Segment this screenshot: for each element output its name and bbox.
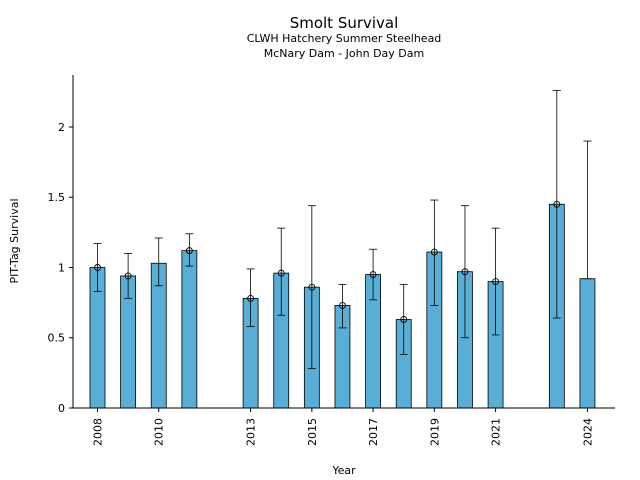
bar-group-2008 (89, 243, 106, 409)
x-tick-label: 2015 (306, 418, 319, 446)
chart-title: Smolt Survival (290, 14, 399, 32)
bar-group-2014 (273, 227, 290, 409)
error-bar (491, 227, 500, 336)
bar-group-2017 (365, 248, 381, 409)
bar-group-2019 (426, 199, 443, 409)
x-tick-label: 2021 (490, 418, 503, 446)
error-bar (185, 233, 194, 267)
point-marker (369, 271, 377, 278)
chart-subtitle-line-2: McNary Dam - John Day Dam (264, 47, 424, 60)
y-axis-label: PIT-Tag Survival (8, 198, 21, 283)
error-bar (430, 199, 439, 306)
x-tick-label: 2019 (428, 418, 441, 446)
point-marker (277, 269, 285, 277)
point-marker (430, 248, 438, 256)
error-bar (338, 283, 347, 329)
x-axis-label: Year (331, 464, 356, 477)
point-marker (124, 272, 132, 280)
x-tick-label: 2017 (367, 418, 380, 446)
y-tick-label: 1 (58, 261, 65, 274)
bar-group-2024 (579, 140, 596, 409)
bar-group-2016 (334, 283, 351, 409)
bar-group-2021 (487, 227, 504, 409)
bar-group-2018 (395, 283, 412, 409)
point-marker (400, 316, 408, 323)
plot-area (89, 90, 596, 409)
error-bar (154, 237, 163, 287)
y-tick-label: 1.5 (48, 191, 66, 204)
bar-group-2015 (303, 205, 320, 409)
error-bar (246, 268, 255, 327)
error-bar (93, 243, 102, 292)
y-axis-ticks: 0 0.5 1 1.5 2 (48, 121, 73, 415)
point-marker (492, 278, 500, 285)
error-bar (307, 205, 316, 370)
point-marker (461, 268, 469, 276)
error-bar (460, 205, 469, 339)
x-axis-ticks: 2008 2010 2013 2015 2017 2019 2021 2024 (91, 408, 594, 446)
error-bar (399, 283, 408, 356)
x-tick-label: 2013 (245, 418, 258, 446)
error-bar (369, 248, 378, 301)
x-tick-label: 2024 (581, 418, 594, 446)
x-tick-label: 2010 (153, 418, 166, 446)
chart-subtitle-line-1: CLWH Hatchery Summer Steelhead (247, 32, 442, 45)
bar-group-2023 (548, 90, 565, 409)
bar-group-2013 (242, 268, 259, 409)
point-marker (339, 301, 346, 309)
point-marker (308, 283, 316, 291)
bar-group-2020 (457, 205, 473, 409)
error-bar (124, 253, 133, 299)
y-tick-label: 0.5 (48, 332, 66, 345)
x-tick-label: 2008 (91, 418, 104, 446)
bar (181, 250, 198, 409)
bar-group-2009 (120, 253, 137, 409)
y-tick-label: 0 (58, 402, 65, 415)
bar-group-2010 (150, 237, 167, 409)
bar (579, 278, 596, 409)
error-bar (583, 140, 592, 280)
point-marker (553, 200, 561, 208)
point-marker (94, 264, 101, 271)
error-bar (552, 90, 561, 319)
bar-group-2011 (181, 233, 198, 409)
point-marker (247, 294, 255, 302)
y-tick-label: 2 (58, 121, 65, 134)
point-marker (185, 247, 193, 255)
error-bar (277, 227, 286, 316)
